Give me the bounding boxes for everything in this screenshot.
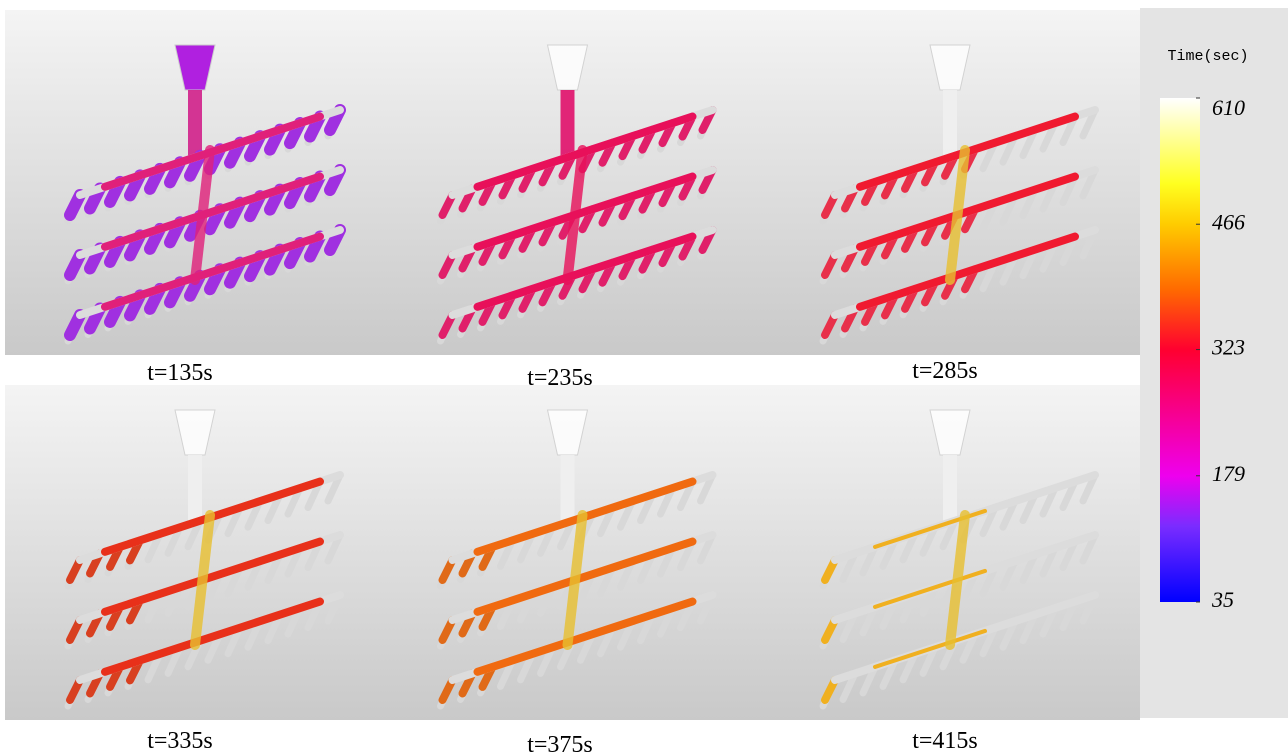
sprue (561, 455, 575, 525)
colorbar-tick-label: 323 (1211, 335, 1245, 360)
colorbar-tick-label: 179 (1212, 461, 1245, 486)
sprue (188, 455, 202, 525)
colorbar-title: Time(sec) (1167, 48, 1248, 65)
colorbar-tick-label: 35 (1211, 587, 1234, 612)
panel-label: t=135s (147, 360, 213, 386)
colorbar-tick-label: 466 (1212, 209, 1245, 234)
colorbar (1160, 98, 1200, 602)
panel-label: t=375s (527, 732, 593, 756)
figure: Time(sec) t=135s t=235s t=285s t=335s t=375s… (0, 0, 1288, 756)
sprue (943, 455, 957, 525)
colorbar-tick-label: 610 (1212, 95, 1245, 120)
panel-label: t=335s (147, 728, 213, 754)
sprue (561, 90, 575, 160)
panel-label: t=415s (912, 728, 978, 754)
sprue (943, 90, 957, 160)
sprue (188, 90, 202, 160)
panel-label: t=285s (912, 358, 978, 384)
panel-label: t=235s (527, 365, 593, 391)
